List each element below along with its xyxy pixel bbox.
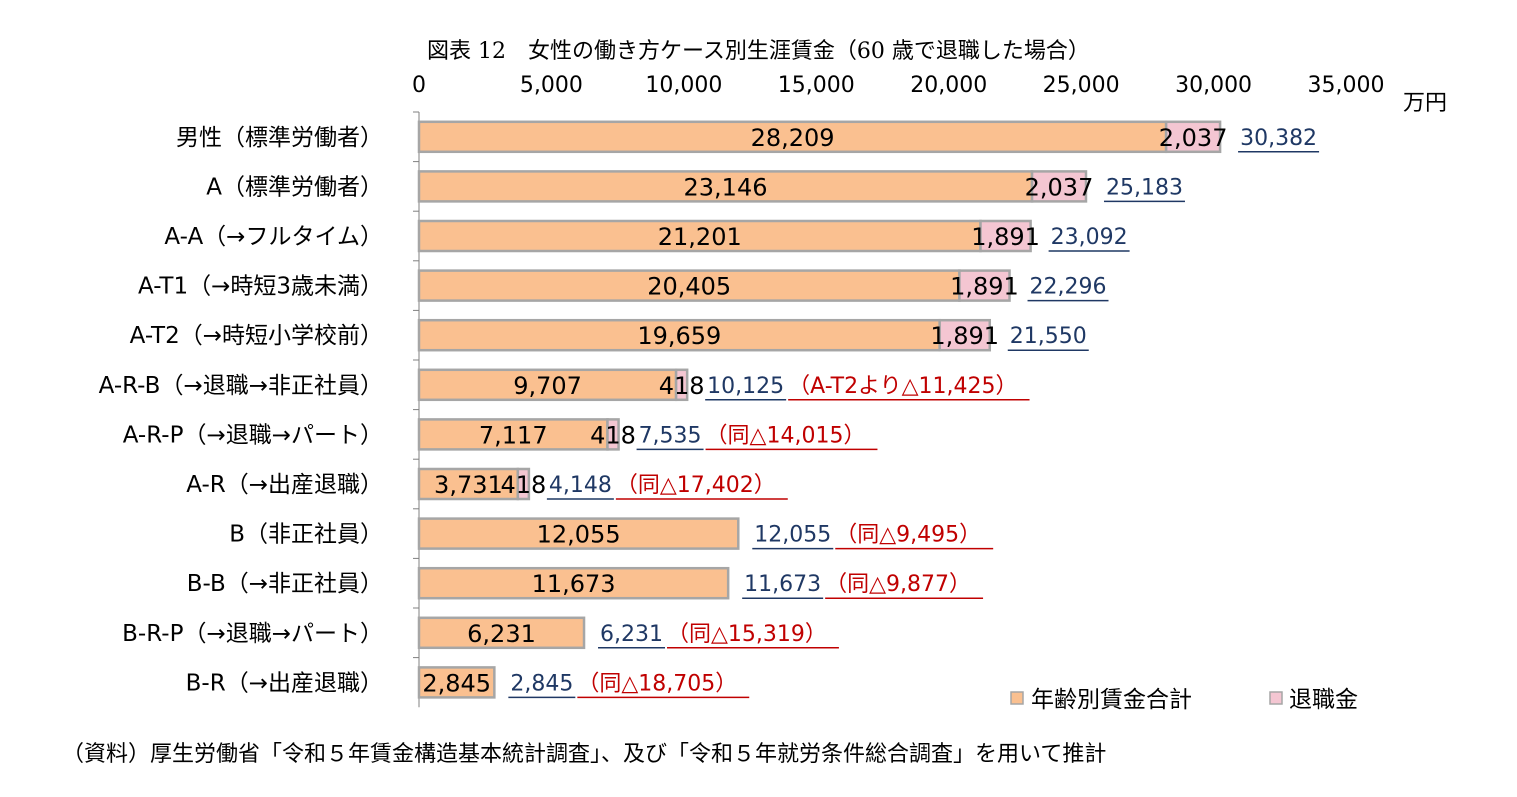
- total-label: 25,183: [1106, 175, 1183, 200]
- data-label-retirement: 2,037: [1159, 124, 1228, 152]
- data-label-retirement: 1,891: [930, 322, 999, 350]
- data-label-wage: 3,731: [434, 471, 503, 499]
- bar-retirement: [1030, 170, 1088, 203]
- total-label: 22,296: [1030, 275, 1107, 300]
- x-tick-label: 20,000: [910, 73, 987, 98]
- legend-swatch-wage: [1010, 691, 1024, 705]
- total-label: 21,550: [1010, 324, 1087, 349]
- total-label: 2,845: [510, 671, 573, 696]
- source-note: （資料）厚生労働省「令和５年賃金構造基本統計調査」、及び「令和５年就労条件総合調…: [62, 742, 1107, 767]
- legend-label-retirement: 退職金: [1289, 687, 1358, 713]
- bar-retirement: [958, 269, 1011, 302]
- category-label: A-R-P（→退職→パート）: [123, 422, 383, 448]
- total-label: 23,092: [1051, 225, 1128, 250]
- total-label: 6,231: [600, 622, 663, 647]
- data-label-wage: 12,055: [537, 521, 621, 549]
- bar-retirement: [979, 219, 1032, 253]
- data-label-wage: 7,117: [479, 421, 548, 449]
- category-label: A-R-B（→退職→非正社員）: [99, 373, 383, 399]
- category-label: A-R（→出産退職）: [186, 472, 383, 498]
- category-label: A-A（→フルタイム）: [164, 224, 383, 250]
- x-tick-label: 5,000: [520, 73, 583, 98]
- category-label: A-T2（→時短小学校前）: [130, 323, 383, 349]
- category-label: B（非正社員）: [229, 522, 383, 548]
- bar-wage-total: [417, 418, 609, 451]
- data-label-retirement: 418: [590, 421, 636, 449]
- difference-note: （同△15,319）: [667, 622, 827, 647]
- bar-wage-total: [417, 616, 586, 650]
- legend-label-wage: 年齢別賃金合計: [1031, 687, 1192, 713]
- data-label-wage: 23,146: [684, 173, 768, 201]
- x-tick-label: 30,000: [1175, 73, 1252, 98]
- category-label: A-T1（→時短3歳未満）: [138, 274, 383, 300]
- total-label: 7,535: [639, 423, 702, 448]
- bar-wage-total: [417, 219, 982, 253]
- data-label-retirement: 418: [659, 372, 705, 400]
- bar-wage-total: [417, 318, 941, 352]
- bar-retirement: [606, 418, 620, 451]
- data-label-retirement: 1,891: [971, 223, 1040, 251]
- bar-wage-total: [417, 666, 496, 699]
- difference-note: （A-T2より△11,425）: [788, 374, 1017, 399]
- x-tick-label: 35,000: [1308, 73, 1385, 98]
- bar-wage-total: [417, 170, 1034, 203]
- data-label-wage: 20,405: [647, 273, 731, 301]
- data-label-retirement: 1,891: [950, 273, 1019, 301]
- category-label: B-R（→出産退職）: [186, 670, 383, 696]
- data-label-wage: 28,209: [751, 124, 835, 152]
- category-label: B-R-P（→退職→パート）: [122, 621, 383, 647]
- difference-note: （同△18,705）: [577, 671, 737, 696]
- legend-swatch-retirement: [1269, 691, 1283, 705]
- data-label-wage: 21,201: [658, 223, 742, 251]
- bar-wage-total: [417, 566, 730, 600]
- difference-note: （同△9,877）: [825, 572, 971, 597]
- bar-retirement: [1164, 120, 1222, 154]
- bar-retirement: [674, 368, 689, 402]
- x-tick-label: 15,000: [778, 73, 855, 98]
- x-tick-label: 10,000: [645, 73, 722, 98]
- data-label-wage: 11,673: [532, 570, 616, 598]
- category-label: 男性（標準労働者）: [176, 125, 383, 151]
- x-tick-label: 25,000: [1043, 73, 1120, 98]
- data-label-retirement: 418: [500, 471, 546, 499]
- unit-label: 万円: [1403, 91, 1447, 116]
- total-label: 4,148: [549, 473, 612, 498]
- chart-title: 図表 12 女性の働き方ケース別生涯賃金（60 歳で退職した場合）: [427, 39, 1090, 64]
- category-label: A（標準労働者）: [206, 174, 383, 200]
- difference-note: （同△17,402）: [616, 473, 776, 498]
- data-label-wage: 6,231: [467, 620, 536, 648]
- bar-wage-total: [417, 517, 740, 550]
- total-label: 11,673: [744, 572, 821, 597]
- data-label-wage: 2,845: [422, 669, 491, 697]
- total-label: 12,055: [754, 523, 831, 548]
- difference-note: （同△14,015）: [706, 423, 866, 448]
- data-label-wage: 9,707: [513, 372, 582, 400]
- bar-wage-total: [417, 467, 520, 501]
- bar-retirement: [516, 467, 531, 501]
- total-label: 30,382: [1240, 126, 1317, 151]
- data-label-retirement: 2,037: [1025, 173, 1094, 201]
- total-label: 10,125: [707, 374, 784, 399]
- category-label: B-B（→非正社員）: [187, 571, 383, 597]
- data-label-wage: 19,659: [637, 322, 721, 350]
- bar-wage-total: [417, 269, 961, 302]
- x-tick-label: 0: [412, 73, 426, 98]
- bar-wage-total: [417, 368, 678, 402]
- bar-retirement: [938, 318, 992, 352]
- difference-note: （同△9,495）: [835, 523, 981, 548]
